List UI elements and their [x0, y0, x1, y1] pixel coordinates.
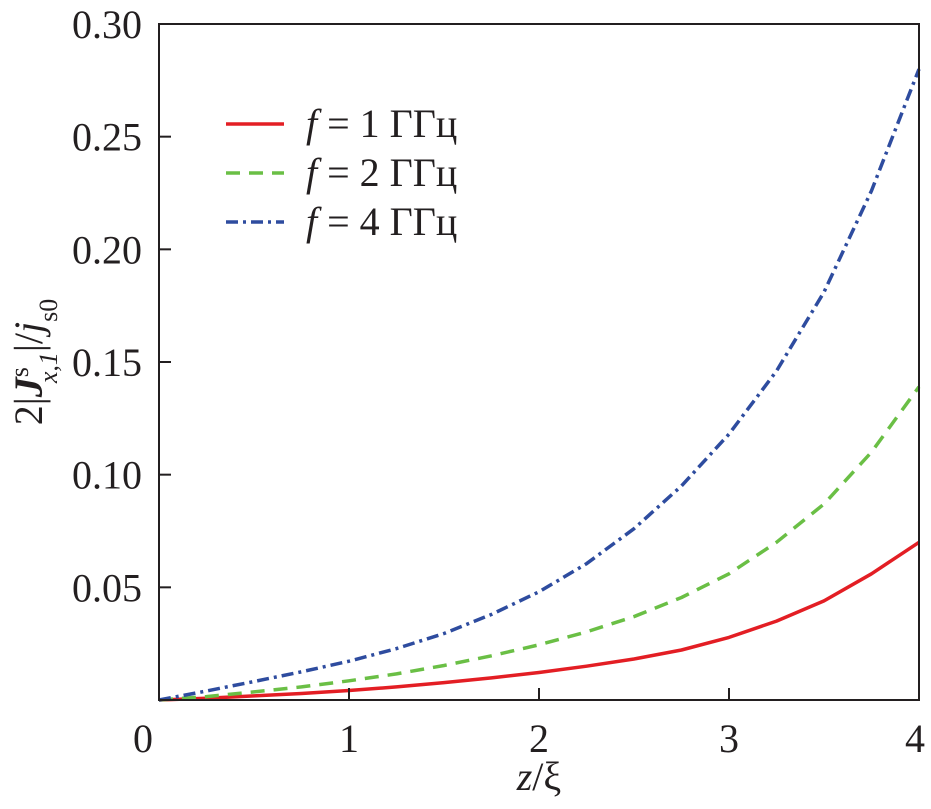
y-axis-label-mid: |/ [6, 332, 51, 352]
legend-label-3: f = 4 ГГц [306, 199, 457, 244]
x-tick-label: 0 [133, 716, 153, 761]
x-tick-label: 1 [339, 716, 359, 761]
x-axis-label-sep: / [532, 754, 544, 799]
y-axis-label: 2|Jsx,1|/js0 [5, 299, 63, 426]
x-axis-label-var: z [516, 754, 533, 799]
x-axis-label-unit: ξ [543, 754, 561, 799]
y-tick-label: 0.25 [72, 115, 142, 160]
x-tick-label: 4 [905, 716, 925, 761]
x-tick-label: 2 [529, 716, 549, 761]
x-tick-label: 3 [719, 716, 739, 761]
y-tick-label: 0.10 [72, 453, 142, 498]
y-tick-label: 0.20 [72, 227, 142, 272]
y-axis-label-sub2: s0 [34, 299, 63, 322]
y-axis-label-sub: x,1 [34, 352, 63, 384]
x-axis-label: z/ξ [516, 754, 562, 799]
y-axis-label-var: j [6, 322, 51, 338]
y-axis-label-bold: J [6, 375, 51, 398]
y-tick-label: 0.05 [72, 565, 142, 610]
y-axis-label-pre: 2| [6, 397, 51, 425]
y-axis-label-sup: s [5, 367, 34, 377]
series-layer [158, 68, 921, 702]
y-tick-label: 0.15 [72, 340, 142, 385]
series-line-2 [158, 385, 921, 702]
legend-label-1: f = 1 ГГц [306, 101, 457, 146]
series-line-3 [158, 68, 921, 702]
tick-layer: 0 1 2 3 4 0.05 0.10 0.15 0.20 0.25 0.30 [72, 2, 925, 761]
y-tick-label: 0.30 [72, 2, 142, 47]
series-line-1 [158, 540, 920, 702]
legend-label-2: f = 2 ГГц [306, 150, 457, 195]
